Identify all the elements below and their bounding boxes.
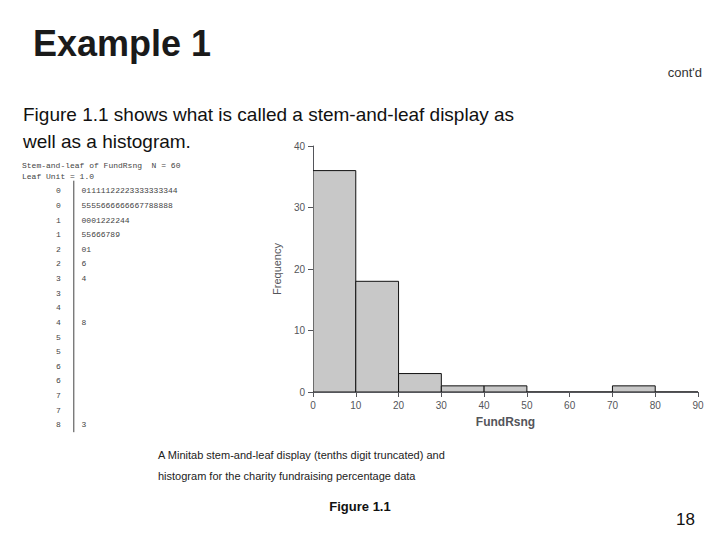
svg-text:3: 3 [56,274,61,283]
svg-text:55666789: 55666789 [82,230,121,239]
svg-text:3: 3 [56,289,61,298]
svg-text:1: 1 [56,230,61,239]
svg-text:50: 50 [521,400,533,411]
svg-text:well as a histogram.: well as a histogram. [22,131,191,152]
svg-text:Example 1: Example 1 [33,23,211,64]
svg-text:0001222244: 0001222244 [82,216,130,225]
svg-text:4: 4 [56,318,61,327]
svg-text:20: 20 [294,264,306,275]
svg-text:7: 7 [56,406,61,415]
svg-text:Frequency: Frequency [271,243,283,295]
svg-text:0: 0 [299,387,305,398]
svg-text:8: 8 [82,318,87,327]
svg-text:70: 70 [607,400,619,411]
svg-text:01: 01 [82,245,92,254]
svg-text:01111122223333333344: 01111122223333333344 [82,186,178,195]
svg-text:0: 0 [56,186,61,195]
svg-text:cont'd: cont'd [668,65,702,80]
svg-text:histogram for the charity fund: histogram for the charity fundraising pe… [158,470,416,482]
svg-text:40: 40 [479,400,491,411]
svg-text:60: 60 [564,400,576,411]
svg-text:80: 80 [650,400,662,411]
svg-text:6: 6 [56,362,61,371]
svg-text:0: 0 [56,201,61,210]
svg-text:1: 1 [56,216,61,225]
svg-text:10: 10 [350,400,362,411]
svg-text:30: 30 [294,202,306,213]
svg-text:FundRsng: FundRsng [476,415,535,429]
svg-text:A Minitab stem-and-leaf displa: A Minitab stem-and-leaf display (tenths … [158,449,445,461]
svg-text:3: 3 [82,420,87,429]
svg-text:4: 4 [56,303,61,312]
svg-text:30: 30 [436,400,448,411]
svg-text:Leaf Unit = 1.0: Leaf Unit = 1.0 [22,172,94,181]
svg-text:0: 0 [310,400,316,411]
svg-text:7: 7 [56,391,61,400]
svg-text:Figure 1.1: Figure 1.1 [329,499,390,514]
svg-text:Stem-and-leaf of FundRsng N =: Stem-and-leaf of FundRsng N = 60 [22,161,181,170]
svg-text:2: 2 [56,259,61,268]
svg-text:6: 6 [56,376,61,385]
svg-text:8: 8 [56,420,61,429]
svg-text:4: 4 [82,274,87,283]
svg-text:6: 6 [82,259,87,268]
svg-text:5: 5 [56,333,61,342]
svg-text:40: 40 [294,141,306,152]
svg-text:5: 5 [56,347,61,356]
svg-text:2: 2 [56,245,61,254]
svg-text:Figure 1.1 shows what is calle: Figure 1.1 shows what is called a stem-a… [23,104,514,125]
svg-text:5555666666667788888: 5555666666667788888 [82,201,173,210]
svg-text:20: 20 [393,400,405,411]
svg-text:18: 18 [676,510,695,529]
svg-text:10: 10 [294,325,306,336]
svg-text:90: 90 [692,400,704,411]
